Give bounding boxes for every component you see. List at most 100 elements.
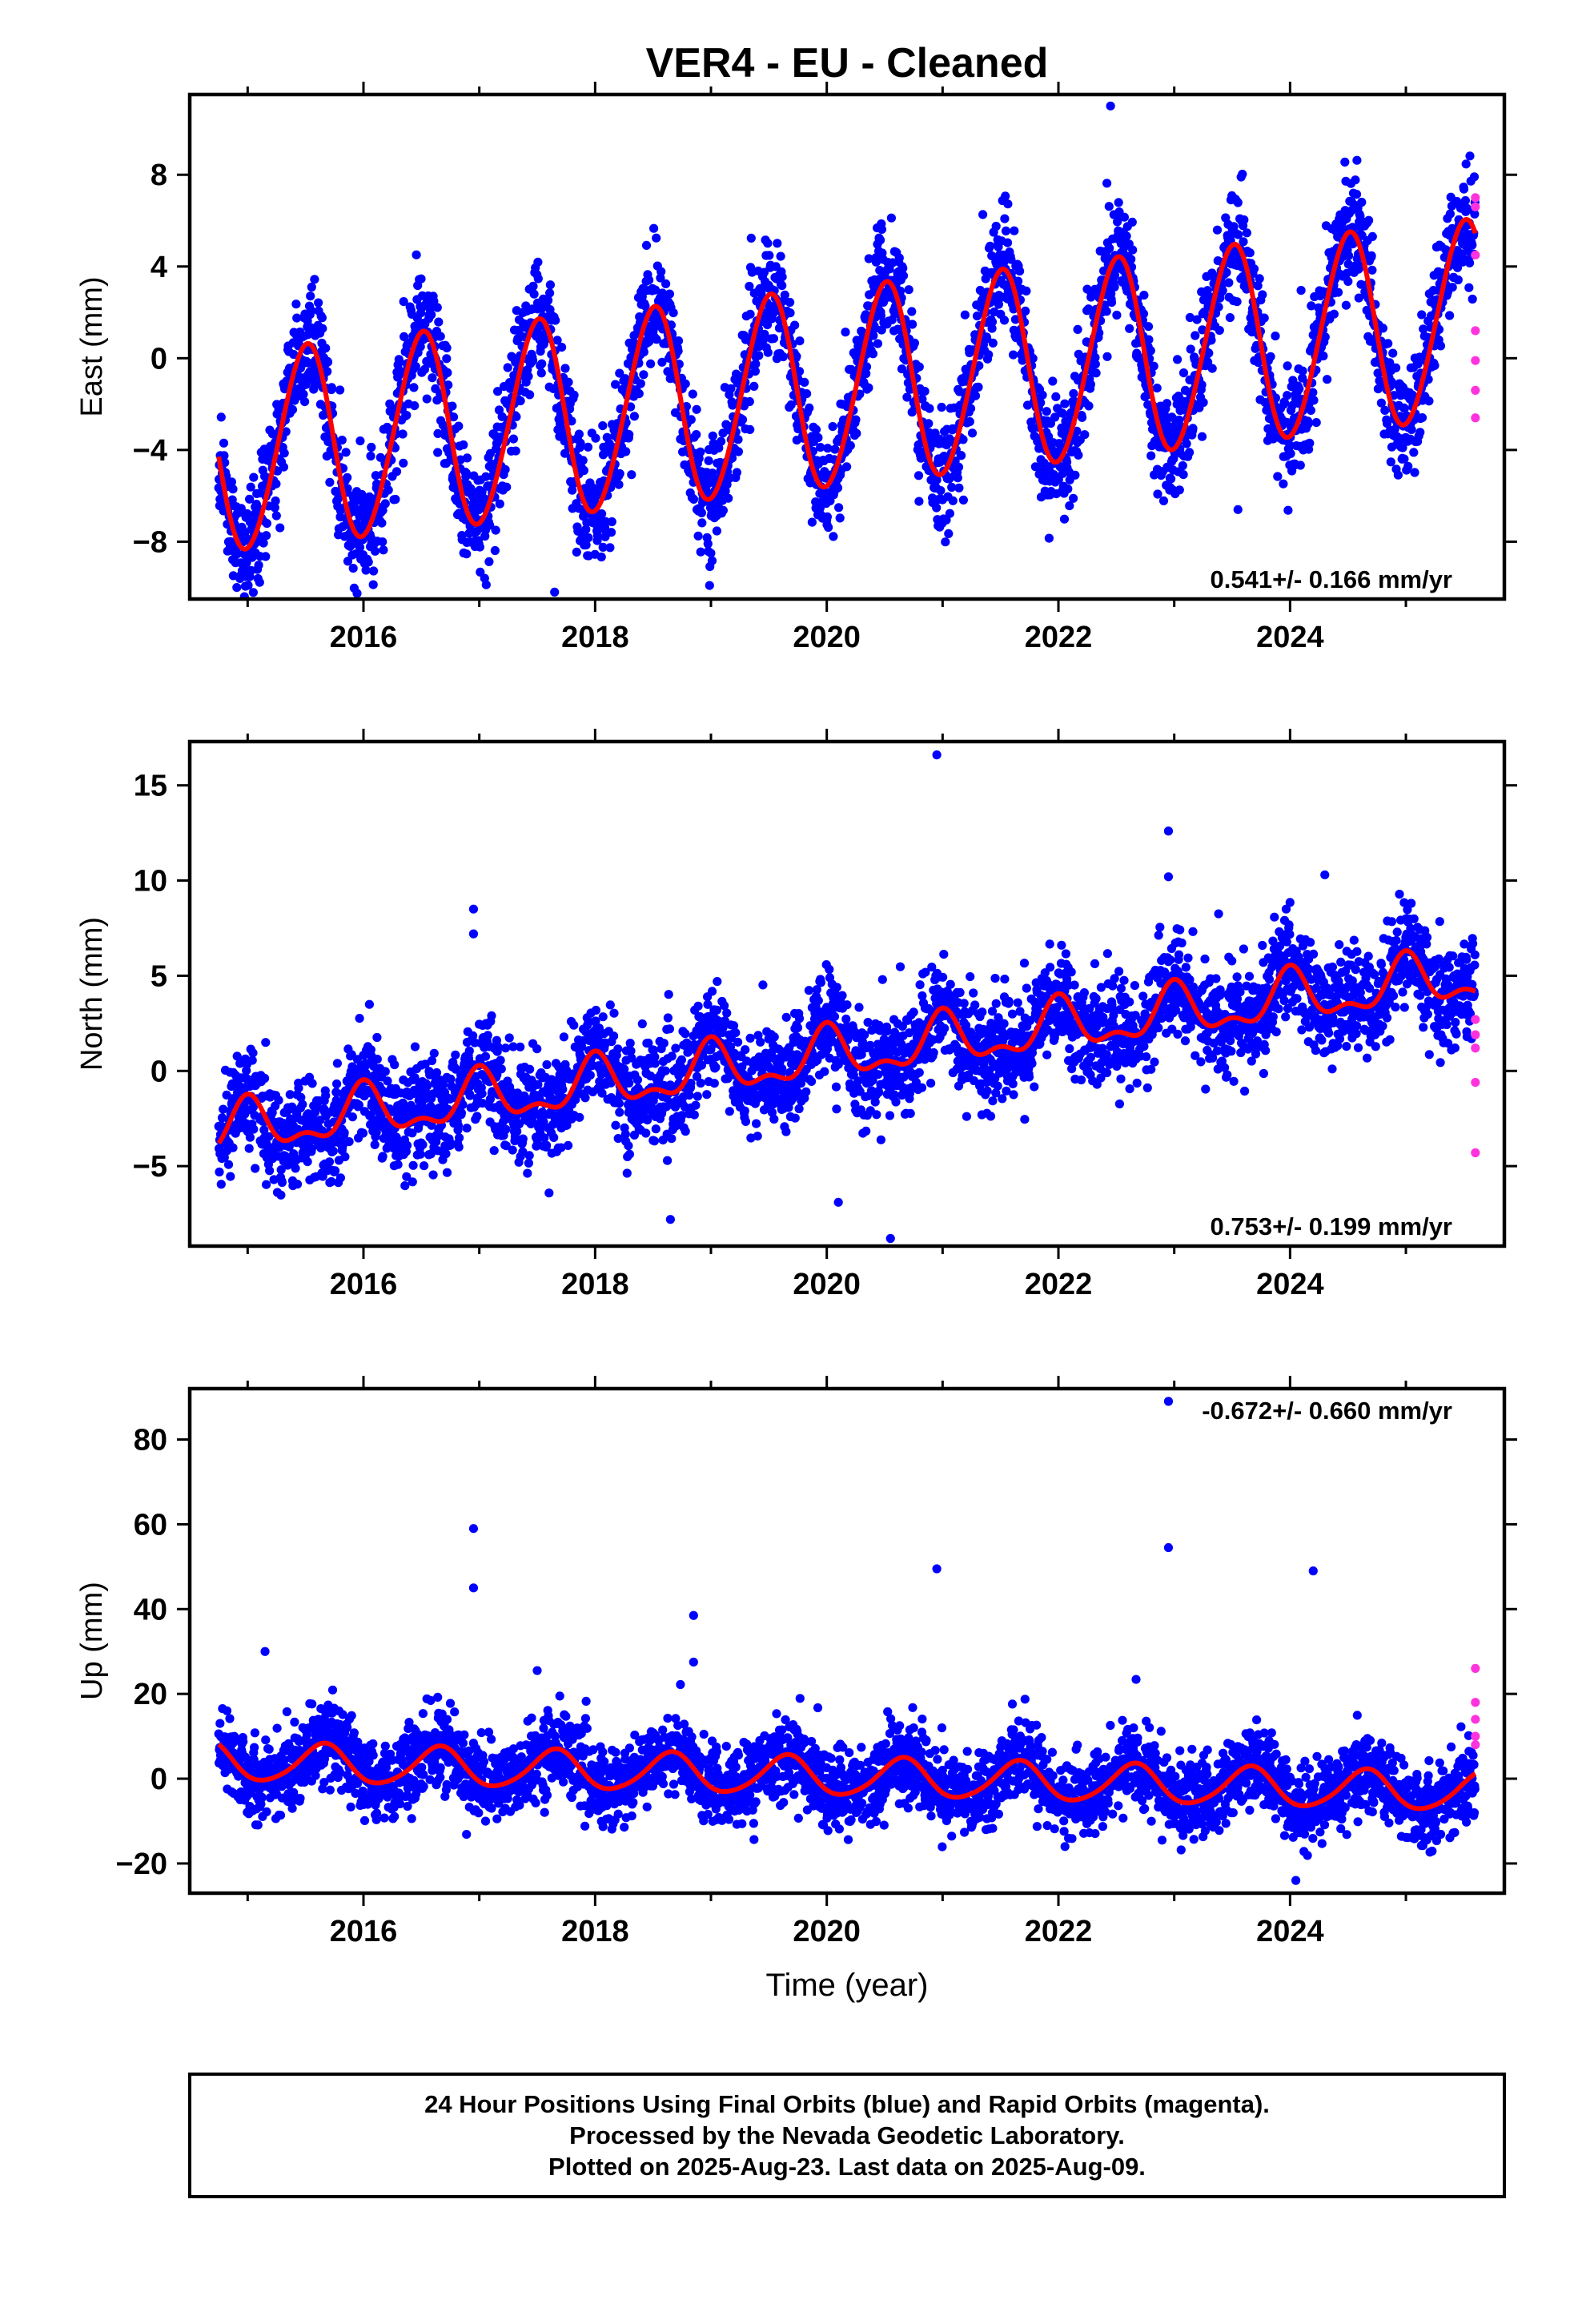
data-point [420,364,430,374]
data-point [1173,355,1182,364]
data-point [886,213,896,223]
data-point [816,443,825,452]
data-point [549,1132,559,1142]
data-point [1459,184,1469,194]
data-point [1158,496,1169,506]
east-final-orbit-points [214,101,1480,599]
data-point [248,588,258,597]
outlier-point [1233,505,1243,514]
data-point [876,311,885,320]
data-point [259,538,268,548]
data-point [954,483,964,493]
data-point [567,416,576,426]
data-point [1104,202,1114,211]
data-point [1351,190,1362,199]
data-point [778,352,788,362]
x-tick-label: 2018 [561,621,629,654]
data-point [1128,245,1138,255]
east-plot-area [214,101,1480,599]
data-point [416,274,426,283]
data-point [703,539,713,549]
data-point [1178,368,1189,378]
data-point [1086,380,1095,389]
data-point [1000,214,1010,223]
data-point [708,468,717,478]
north-plot-area [214,750,1480,1244]
data-point [524,1151,534,1160]
data-point [904,285,913,295]
data-point [1094,328,1104,338]
data-point [877,325,886,335]
data-point [271,479,281,489]
data-point [422,394,432,404]
data-point [371,1128,381,1137]
data-point [615,368,624,378]
data-point [402,1172,412,1181]
data-point [1065,501,1074,511]
data-point [454,421,464,431]
data-point [245,494,255,504]
data-point [733,447,744,456]
data-point [542,1059,552,1070]
data-point [296,1092,306,1102]
data-point [1340,157,1350,167]
data-point [354,1100,363,1110]
data-point [306,292,315,301]
data-point [427,1120,436,1130]
data-point [622,1168,632,1178]
data-point [583,442,593,452]
data-point [1174,415,1184,425]
data-point [508,1042,518,1051]
data-point [981,274,990,283]
data-point [1266,352,1275,361]
data-point [1028,354,1038,364]
east-rapid-orbit-points [1471,193,1480,423]
data-point [792,352,801,361]
data-point [1279,398,1290,408]
data-point [318,324,327,333]
data-point [790,320,800,330]
figure-title: VER4 - EU - Cleaned [646,40,1049,86]
data-point [291,300,301,309]
data-point [749,381,759,391]
data-point [1229,222,1239,231]
data-point [1376,398,1386,408]
data-point [958,495,968,505]
data-point [1352,155,1362,165]
data-point [1084,304,1094,314]
data-point [325,477,335,487]
data-point [953,473,962,483]
data-point [490,545,500,556]
data-point [277,1177,287,1188]
data-point [436,332,445,341]
data-point [324,1157,335,1167]
data-point [569,390,579,400]
data-point [652,233,661,243]
data-point [649,1045,659,1055]
data-point [1112,310,1122,320]
data-point [637,292,647,301]
data-point [529,289,539,299]
data-point [1309,396,1319,405]
data-point [794,367,805,376]
data-point [615,1108,624,1117]
data-point [1203,357,1213,367]
data-point [1105,243,1114,253]
data-point [1174,485,1184,495]
data-point [1197,380,1207,390]
data-point [390,1059,400,1070]
data-point [433,428,443,439]
data-point [427,310,436,320]
data-point [1139,291,1149,300]
data-point [216,412,226,422]
data-point [1060,399,1070,408]
data-point [696,547,705,557]
data-point [696,447,705,457]
data-point [270,503,279,513]
data-point [557,343,567,352]
data-point [1464,283,1474,292]
data-point [639,348,648,357]
outlier-point [243,567,252,577]
data-point [813,432,823,443]
data-point [228,1143,238,1152]
